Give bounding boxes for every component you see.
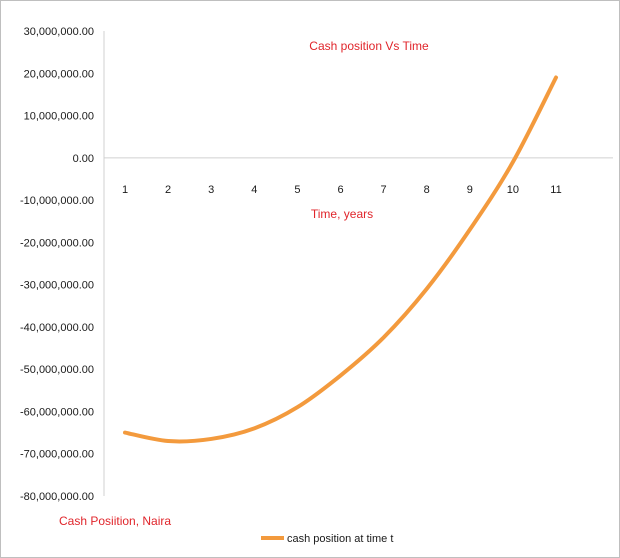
y-tick-label: 30,000,000.00 (24, 26, 94, 38)
x-tick-label: 4 (251, 184, 257, 196)
series-line (123, 75, 558, 444)
x-tick-label: 11 (550, 184, 561, 196)
legend: cash position at time t (261, 533, 393, 545)
x-tick-label: 7 (381, 184, 387, 196)
y-tick-label: 10,000,000.00 (24, 111, 94, 123)
y-tick-label: -20,000,000.00 (20, 237, 94, 249)
y-tick-label: -40,000,000.00 (20, 322, 94, 334)
x-axis-ticks: 1 2 3 4 5 6 7 8 9 10 11 (122, 184, 562, 196)
x-tick-label: 6 (337, 184, 343, 196)
chart-title: Cash position Vs Time (309, 39, 429, 53)
x-tick-label: 10 (507, 184, 519, 196)
y-tick-label: 0.00 (73, 153, 94, 165)
y-tick-label: -80,000,000.00 (20, 491, 94, 503)
y-axis-label: Cash Posiition, Naira (59, 514, 171, 528)
y-tick-label: -30,000,000.00 (20, 280, 94, 292)
y-tick-label: -70,000,000.00 (20, 449, 94, 461)
series-layer (123, 75, 558, 444)
y-tick-label: -50,000,000.00 (20, 364, 94, 376)
x-tick-label: 2 (165, 184, 171, 196)
y-tick-label: -10,000,000.00 (20, 195, 94, 207)
x-tick-label: 3 (208, 184, 214, 196)
y-tick-label: 20,000,000.00 (24, 68, 94, 80)
x-tick-label: 1 (122, 184, 128, 196)
x-tick-label: 9 (467, 184, 473, 196)
x-axis-label: Time, years (311, 207, 373, 221)
x-tick-label: 8 (424, 184, 430, 196)
legend-label: cash position at time t (287, 533, 393, 545)
y-tick-label: -60,000,000.00 (20, 406, 94, 418)
y-axis-ticks: 30,000,000.00 20,000,000.00 10,000,000.00 0… (20, 26, 94, 503)
x-tick-label: 5 (294, 184, 300, 196)
